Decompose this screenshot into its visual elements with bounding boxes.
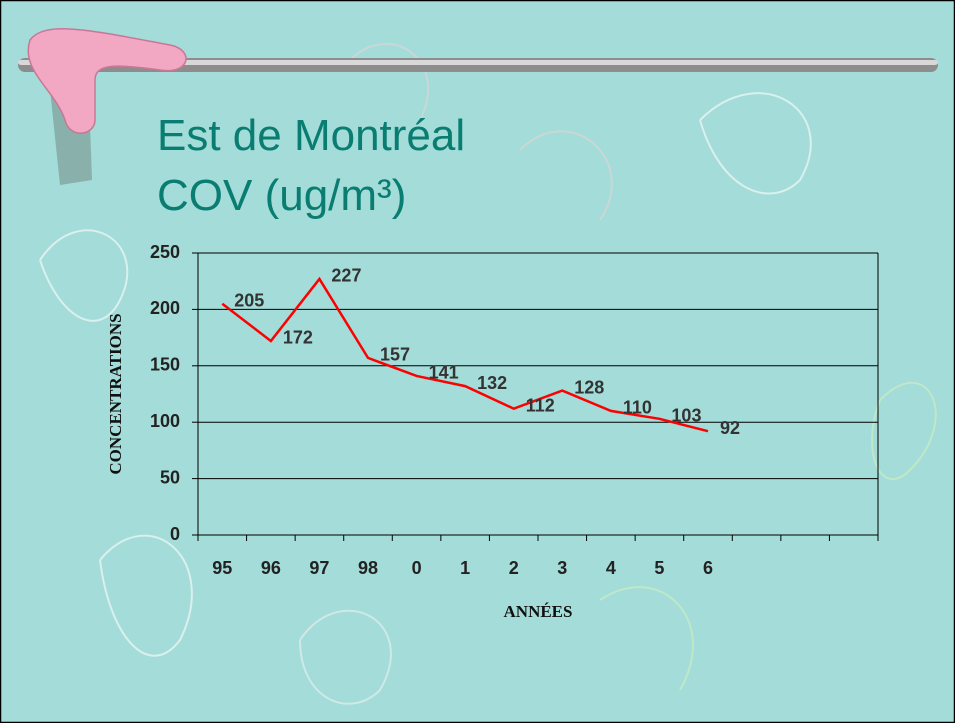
x-axis-label: ANNÉES [504,602,573,621]
y-tick-label: 100 [150,411,180,431]
data-label: 205 [234,291,264,311]
x-tick-label: 96 [261,558,281,578]
x-tick-label: 6 [703,558,713,578]
data-label: 110 [623,398,652,418]
title-line-1: Est de Montréal [157,111,465,160]
y-tick-label: 150 [150,355,180,375]
x-tick-label: 98 [358,558,378,578]
data-label: 141 [429,363,459,383]
data-label: 103 [671,406,701,426]
data-label: 132 [477,373,507,393]
data-label: 157 [380,345,410,365]
data-label: 172 [283,328,313,348]
title-line-2: COV (ug/m³) [157,171,406,220]
y-tick-label: 50 [160,467,180,487]
x-tick-label: 97 [309,558,329,578]
x-tick-label: 5 [654,558,664,578]
x-tick-label: 95 [212,558,232,578]
x-tick-label: 3 [557,558,567,578]
top-bar-highlight [18,60,938,65]
x-tick-label: 1 [460,558,470,578]
data-label: 227 [331,266,361,286]
y-tick-label: 250 [150,242,180,262]
data-label: 128 [574,377,604,397]
boomerang-logo [27,28,187,134]
data-label: 112 [526,395,555,415]
y-axis-label: CONCENTRATIONS [106,313,125,474]
background-pattern [39,42,937,705]
data-line [221,276,709,433]
y-tick-label: 0 [170,524,180,544]
x-tick-label: 4 [606,558,616,578]
data-label: 92 [720,418,740,438]
x-tick-label: 0 [412,558,422,578]
y-tick-label: 200 [150,298,180,318]
x-tick-label: 2 [509,558,519,578]
